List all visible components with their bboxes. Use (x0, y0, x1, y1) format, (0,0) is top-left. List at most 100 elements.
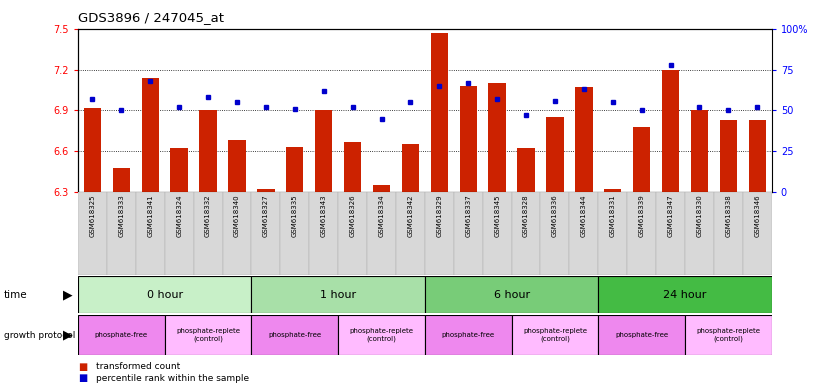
Bar (656, 192, 685, 275)
Bar (599, 192, 627, 275)
Bar (685, 315, 772, 355)
Text: growth protocol: growth protocol (4, 331, 76, 339)
Bar (171, 149, 188, 192)
Bar (344, 142, 361, 192)
Text: 24 hour: 24 hour (663, 290, 707, 300)
Bar (604, 189, 621, 192)
Bar (373, 185, 390, 192)
Text: GSM618342: GSM618342 (407, 194, 414, 237)
Bar (315, 110, 333, 192)
Text: GSM618339: GSM618339 (639, 194, 644, 237)
Text: phosphate-replete
(control): phosphate-replete (control) (176, 328, 240, 342)
Text: phosphate-free: phosphate-free (615, 332, 668, 338)
Text: ▶: ▶ (63, 288, 73, 301)
Bar (511, 315, 599, 355)
Text: GSM618329: GSM618329 (436, 194, 443, 237)
Text: GSM618330: GSM618330 (696, 194, 703, 237)
Bar (599, 276, 772, 313)
Bar (460, 86, 477, 192)
Text: GSM618334: GSM618334 (378, 194, 384, 237)
Bar (599, 315, 685, 355)
Bar (112, 167, 130, 192)
Text: GSM618327: GSM618327 (263, 194, 269, 237)
Text: GSM618335: GSM618335 (291, 194, 298, 237)
Bar (627, 192, 656, 275)
Bar (720, 120, 737, 192)
Text: GDS3896 / 247045_at: GDS3896 / 247045_at (78, 12, 224, 25)
Bar (367, 192, 396, 275)
Text: phosphate-replete
(control): phosphate-replete (control) (523, 328, 587, 342)
Bar (228, 140, 245, 192)
Bar (425, 276, 599, 313)
Bar (425, 192, 454, 275)
Text: GSM618347: GSM618347 (667, 194, 673, 237)
Text: GSM618341: GSM618341 (147, 194, 154, 237)
Bar (483, 192, 511, 275)
Bar (714, 192, 743, 275)
Text: GSM618332: GSM618332 (205, 194, 211, 237)
Text: phosphate-free: phosphate-free (442, 332, 495, 338)
Text: 0 hour: 0 hour (147, 290, 183, 300)
Bar (488, 83, 506, 192)
Bar (251, 315, 338, 355)
Bar (165, 315, 251, 355)
Bar (141, 78, 159, 192)
Bar (257, 189, 274, 192)
Bar (165, 192, 194, 275)
Bar (690, 110, 709, 192)
Bar (310, 192, 338, 275)
Bar (662, 70, 679, 192)
Text: 1 hour: 1 hour (320, 290, 356, 300)
Bar (425, 315, 511, 355)
Bar (396, 192, 425, 275)
Bar (287, 147, 304, 192)
Text: GSM618333: GSM618333 (118, 194, 124, 237)
Bar (194, 192, 222, 275)
Bar (511, 192, 540, 275)
Text: GSM618338: GSM618338 (726, 194, 732, 237)
Bar (78, 192, 107, 275)
Bar (78, 276, 251, 313)
Bar (517, 149, 534, 192)
Text: GSM618326: GSM618326 (350, 194, 355, 237)
Text: GSM618328: GSM618328 (523, 194, 529, 237)
Text: ■: ■ (78, 362, 87, 372)
Bar (251, 192, 280, 275)
Bar (546, 117, 564, 192)
Bar (84, 108, 101, 192)
Text: phosphate-replete
(control): phosphate-replete (control) (350, 328, 414, 342)
Text: GSM618325: GSM618325 (89, 194, 95, 237)
Bar (454, 192, 483, 275)
Bar (78, 315, 165, 355)
Text: 6 hour: 6 hour (493, 290, 530, 300)
Bar (222, 192, 251, 275)
Text: time: time (4, 290, 28, 300)
Text: transformed count: transformed count (96, 362, 181, 371)
Bar (570, 192, 599, 275)
Text: GSM618346: GSM618346 (754, 194, 760, 237)
Text: GSM618336: GSM618336 (552, 194, 558, 237)
Text: GSM618324: GSM618324 (177, 194, 182, 237)
Bar (200, 110, 217, 192)
Text: phosphate-free: phosphate-free (94, 332, 148, 338)
Text: GSM618331: GSM618331 (610, 194, 616, 237)
Bar (338, 315, 425, 355)
Bar (633, 127, 650, 192)
Text: ▶: ▶ (63, 329, 73, 341)
Text: phosphate-free: phosphate-free (268, 332, 321, 338)
Text: GSM618343: GSM618343 (321, 194, 327, 237)
Bar (685, 192, 714, 275)
Text: GSM618344: GSM618344 (580, 194, 587, 237)
Text: phosphate-replete
(control): phosphate-replete (control) (696, 328, 760, 342)
Bar (401, 144, 419, 192)
Bar (135, 192, 165, 275)
Text: GSM618340: GSM618340 (234, 194, 240, 237)
Text: GSM618337: GSM618337 (466, 194, 471, 237)
Bar (107, 192, 135, 275)
Text: percentile rank within the sample: percentile rank within the sample (96, 374, 250, 383)
Bar (338, 192, 367, 275)
Bar (743, 192, 772, 275)
Bar (576, 87, 593, 192)
Text: ■: ■ (78, 373, 87, 383)
Bar (540, 192, 570, 275)
